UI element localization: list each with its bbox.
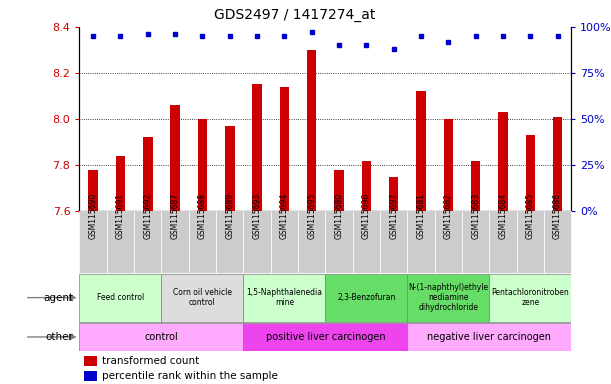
Text: N-(1-naphthyl)ethyle
nediamine
dihydrochloride: N-(1-naphthyl)ethyle nediamine dihydroch… <box>408 283 488 313</box>
Bar <box>79 323 243 351</box>
Bar <box>434 211 462 273</box>
Bar <box>79 211 107 273</box>
Text: GSM115690: GSM115690 <box>89 193 98 239</box>
Text: negative liver carcinogen: negative liver carcinogen <box>427 332 551 342</box>
Bar <box>216 211 243 273</box>
Bar <box>416 91 426 211</box>
Bar <box>489 274 571 321</box>
Text: other: other <box>45 332 73 342</box>
Text: Feed control: Feed control <box>97 293 144 302</box>
Bar <box>462 211 489 273</box>
Bar <box>334 170 344 211</box>
Text: GDS2497 / 1417274_at: GDS2497 / 1417274_at <box>214 8 376 22</box>
Bar <box>326 211 353 273</box>
Bar <box>471 161 480 211</box>
Bar <box>79 274 161 321</box>
Bar <box>161 211 189 273</box>
Text: GSM115688: GSM115688 <box>198 193 207 239</box>
Text: 2,3-Benzofuran: 2,3-Benzofuran <box>337 293 395 302</box>
Text: GSM115694: GSM115694 <box>280 193 289 239</box>
Bar <box>225 126 235 211</box>
Text: GSM115684: GSM115684 <box>499 193 508 239</box>
Bar <box>517 211 544 273</box>
Text: GSM115687: GSM115687 <box>170 193 180 239</box>
Bar <box>380 211 408 273</box>
Bar <box>408 274 489 321</box>
Bar <box>298 211 326 273</box>
Text: GSM115681: GSM115681 <box>417 193 425 239</box>
Bar <box>444 119 453 211</box>
Text: GSM115683: GSM115683 <box>471 193 480 239</box>
Bar <box>115 156 125 211</box>
Bar <box>544 211 571 273</box>
Bar <box>271 211 298 273</box>
Text: transformed count: transformed count <box>101 356 199 366</box>
Text: GSM115693: GSM115693 <box>252 193 262 239</box>
Text: Pentachloronitroben
zene: Pentachloronitroben zene <box>491 288 569 307</box>
Bar <box>553 117 562 211</box>
Bar <box>84 356 97 366</box>
Bar <box>134 211 161 273</box>
Bar <box>307 50 316 211</box>
Bar <box>189 211 216 273</box>
Text: GSM115680: GSM115680 <box>334 193 343 239</box>
Bar <box>408 323 571 351</box>
Bar <box>389 177 398 211</box>
Text: 1,5-Naphthalenedia
mine: 1,5-Naphthalenedia mine <box>246 288 323 307</box>
Text: GSM115689: GSM115689 <box>225 193 234 239</box>
Bar <box>408 211 434 273</box>
Bar <box>353 211 380 273</box>
Bar <box>498 112 508 211</box>
Text: agent: agent <box>43 293 73 303</box>
Text: GSM115697: GSM115697 <box>389 193 398 239</box>
Text: GSM115695: GSM115695 <box>307 193 316 239</box>
Text: GSM115685: GSM115685 <box>526 193 535 239</box>
Text: control: control <box>145 332 178 342</box>
Text: GSM115692: GSM115692 <box>143 193 152 239</box>
Text: percentile rank within the sample: percentile rank within the sample <box>101 371 277 381</box>
Bar <box>170 105 180 211</box>
Bar <box>107 211 134 273</box>
Bar <box>489 211 517 273</box>
Bar <box>143 137 153 211</box>
Bar <box>243 323 408 351</box>
Bar <box>243 211 271 273</box>
Text: GSM115691: GSM115691 <box>116 193 125 239</box>
Text: GSM115686: GSM115686 <box>553 193 562 239</box>
Bar <box>197 119 207 211</box>
Text: positive liver carcinogen: positive liver carcinogen <box>266 332 385 342</box>
Bar <box>362 161 371 211</box>
Text: GSM115696: GSM115696 <box>362 193 371 239</box>
Bar <box>525 135 535 211</box>
Text: GSM115682: GSM115682 <box>444 193 453 239</box>
Bar <box>280 87 289 211</box>
Bar <box>84 371 97 381</box>
Bar <box>252 84 262 211</box>
Bar <box>326 274 408 321</box>
Bar <box>89 170 98 211</box>
Text: Corn oil vehicle
control: Corn oil vehicle control <box>173 288 232 307</box>
Bar <box>161 274 243 321</box>
Bar <box>243 274 326 321</box>
